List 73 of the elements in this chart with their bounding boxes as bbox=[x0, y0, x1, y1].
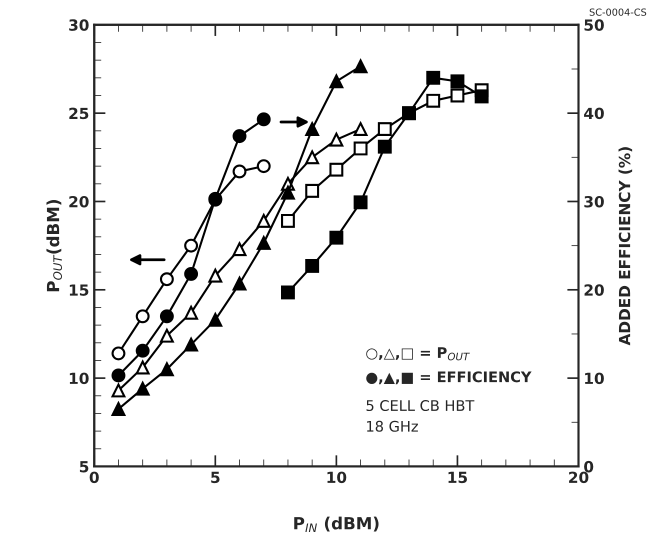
point bbox=[378, 122, 392, 136]
text: SC-0004-CS bbox=[590, 8, 646, 16]
point bbox=[208, 268, 222, 283]
point bbox=[112, 402, 126, 416]
x-axis-title: P$_{IN}$ (dBM) bbox=[294, 516, 379, 532]
point bbox=[329, 132, 344, 147]
annotation: 5 CELL CB HBT bbox=[366, 400, 474, 412]
point bbox=[426, 70, 440, 85]
point bbox=[232, 276, 246, 291]
point bbox=[136, 360, 150, 374]
point bbox=[232, 129, 246, 144]
point bbox=[450, 74, 464, 88]
point bbox=[160, 362, 174, 376]
annotation: ●,▲,■ = EFFICIENCY bbox=[366, 371, 532, 384]
point bbox=[184, 238, 198, 253]
point bbox=[450, 88, 464, 102]
y-tick-label: 10 bbox=[70, 372, 89, 384]
point bbox=[160, 309, 174, 324]
x-tick-label: 20 bbox=[569, 472, 588, 484]
point bbox=[474, 89, 489, 104]
point bbox=[256, 112, 271, 126]
point bbox=[184, 306, 198, 320]
point bbox=[281, 186, 295, 200]
point bbox=[184, 266, 198, 281]
point bbox=[354, 142, 368, 156]
point bbox=[256, 236, 271, 250]
point bbox=[136, 309, 150, 324]
y-tick-label: 15 bbox=[70, 284, 88, 296]
x-tick-label: 0 bbox=[90, 472, 99, 484]
point bbox=[112, 368, 126, 382]
x-tick-label: 15 bbox=[448, 472, 467, 484]
point bbox=[136, 382, 150, 396]
point bbox=[305, 259, 320, 273]
point bbox=[378, 140, 392, 154]
y2-tick-label: 0 bbox=[584, 460, 594, 472]
x-tick-label: 10 bbox=[327, 472, 346, 484]
point bbox=[305, 184, 320, 198]
point bbox=[160, 328, 174, 343]
annotation: ○,△,□ = P$_{OUT}$ bbox=[366, 347, 470, 360]
point bbox=[329, 162, 344, 177]
point bbox=[354, 59, 368, 74]
point bbox=[281, 286, 295, 300]
point bbox=[329, 230, 344, 245]
point bbox=[256, 159, 271, 174]
y2-tick-label: 10 bbox=[585, 372, 604, 384]
point bbox=[232, 164, 246, 178]
point bbox=[305, 150, 320, 164]
point bbox=[208, 312, 222, 327]
x-tick-label: 5 bbox=[211, 472, 220, 484]
y2-tick-label: 50 bbox=[584, 19, 604, 31]
y2-tick-label: 30 bbox=[584, 196, 604, 208]
y2-tick-label: 20 bbox=[584, 284, 604, 296]
y2-axis-title: ADDED EFFICIENCY (%) bbox=[618, 147, 632, 346]
point bbox=[160, 272, 174, 286]
point bbox=[354, 122, 368, 136]
y-tick-label: 30 bbox=[69, 19, 89, 31]
y-tick-label: 25 bbox=[69, 108, 88, 120]
point bbox=[112, 346, 126, 360]
point bbox=[426, 94, 440, 108]
annotation: 18 GHz bbox=[367, 420, 418, 432]
y2-tick-label: 40 bbox=[584, 108, 604, 120]
point bbox=[232, 242, 246, 256]
point bbox=[281, 214, 295, 228]
point bbox=[305, 122, 320, 136]
point bbox=[112, 384, 126, 398]
point bbox=[136, 344, 150, 358]
y-tick-label: 20 bbox=[69, 196, 89, 208]
y-tick-label: 5 bbox=[80, 461, 88, 472]
point bbox=[184, 338, 198, 352]
point bbox=[354, 195, 368, 210]
point bbox=[329, 74, 344, 88]
point bbox=[256, 214, 271, 228]
y-axis-title: P$_{OUT}$(dBM) bbox=[46, 200, 62, 292]
